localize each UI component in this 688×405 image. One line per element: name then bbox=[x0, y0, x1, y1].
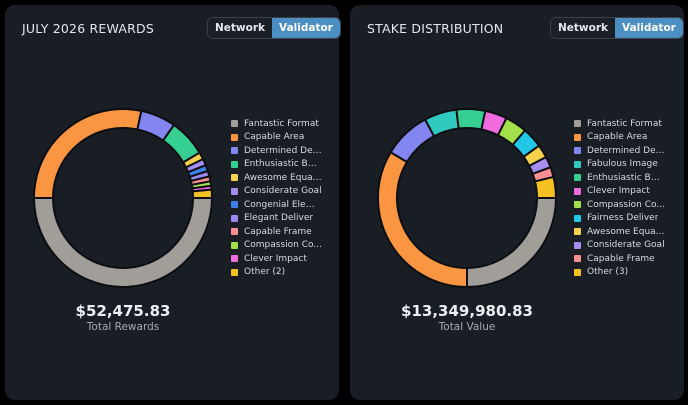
stake-total-label: Total Value bbox=[438, 321, 496, 333]
stake-legend-item-fabulous-image[interactable]: Fabulous Image bbox=[574, 158, 665, 172]
legend-swatch bbox=[574, 187, 581, 195]
stake-legend-item-clever-impact[interactable]: Clever Impact bbox=[574, 185, 665, 199]
legend-label: Other (3) bbox=[587, 267, 629, 278]
legend-swatch bbox=[574, 160, 581, 168]
legend-swatch bbox=[231, 174, 238, 182]
rewards-legend: Fantastic Format Capable Area Determined D… bbox=[231, 117, 322, 279]
legend-label: Considerate Goal bbox=[244, 186, 322, 197]
legend-label: Elegant Deliver bbox=[244, 213, 314, 224]
rewards-total: $52,475.83 Total Rewards bbox=[23, 302, 223, 333]
stake-title: STAKE DISTRIBUTION bbox=[367, 21, 504, 36]
rewards-total-value: $52,475.83 bbox=[75, 302, 171, 320]
stake-slice-capable-area[interactable] bbox=[377, 151, 468, 288]
legend-swatch bbox=[574, 255, 581, 263]
legend-label: Fantastic Format bbox=[587, 118, 662, 129]
legend-label: Determined Des... bbox=[244, 145, 322, 156]
legend-label: Determined Des... bbox=[587, 145, 665, 156]
rewards-legend-item-determined-des[interactable]: Determined Des... bbox=[231, 144, 322, 158]
legend-swatch bbox=[574, 201, 581, 209]
legend-label: Compassion Co... bbox=[587, 199, 665, 210]
legend-label: Considerate Goal bbox=[587, 240, 665, 251]
legend-label: Fabulous Image bbox=[587, 159, 658, 170]
stake-legend-item-determined-des[interactable]: Determined Des... bbox=[574, 144, 665, 158]
legend-label: Congenial Elem... bbox=[244, 199, 322, 210]
rewards-legend-item-other-2[interactable]: Other (2) bbox=[231, 266, 322, 280]
stake-legend-item-other-3[interactable]: Other (3) bbox=[574, 266, 665, 280]
legend-label: Enthusiastic Basis bbox=[587, 172, 665, 183]
rewards-validator-button[interactable]: Validator bbox=[272, 18, 340, 38]
legend-swatch bbox=[231, 133, 238, 141]
legend-swatch bbox=[231, 147, 238, 155]
rewards-legend-item-enthusiastic-basis[interactable]: Enthusiastic Basis bbox=[231, 158, 322, 172]
stake-legend: Fantastic Format Capable Area Determined D… bbox=[574, 117, 665, 279]
rewards-legend-item-awesome-equati[interactable]: Awesome Equati... bbox=[231, 171, 322, 185]
legend-swatch bbox=[574, 268, 581, 276]
legend-swatch bbox=[574, 174, 581, 182]
stake-legend-item-fantastic-format[interactable]: Fantastic Format bbox=[574, 117, 665, 131]
legend-label: Capable Frame bbox=[587, 253, 655, 264]
rewards-legend-item-elegant-deliver[interactable]: Elegant Deliver bbox=[231, 212, 322, 226]
stake-legend-item-enthusiastic-basis[interactable]: Enthusiastic Basis bbox=[574, 171, 665, 185]
stake-slice-other-3[interactable] bbox=[534, 175, 558, 199]
stake-legend-item-fairness-deliver[interactable]: Fairness Deliver bbox=[574, 212, 665, 226]
rewards-slice-fantastic-format[interactable] bbox=[33, 197, 213, 288]
rewards-legend-item-capable-area[interactable]: Capable Area bbox=[231, 131, 322, 145]
stake-card: STAKE DISTRIBUTION Network Validator Fan… bbox=[350, 5, 684, 400]
legend-label: Compassion Co... bbox=[244, 240, 322, 251]
rewards-legend-item-clever-impact[interactable]: Clever Impact bbox=[231, 252, 322, 266]
legend-swatch bbox=[574, 228, 581, 236]
rewards-network-button[interactable]: Network bbox=[208, 18, 273, 38]
legend-swatch bbox=[231, 268, 238, 276]
stake-legend-item-capable-area[interactable]: Capable Area bbox=[574, 131, 665, 145]
rewards-legend-item-fantastic-format[interactable]: Fantastic Format bbox=[231, 117, 322, 131]
legend-label: Awesome Equati... bbox=[244, 172, 322, 183]
legend-swatch bbox=[574, 214, 581, 222]
rewards-slice-other-2[interactable] bbox=[191, 188, 214, 199]
legend-swatch bbox=[231, 160, 238, 168]
stake-legend-item-considerate-goal[interactable]: Considerate Goal bbox=[574, 239, 665, 253]
stake-validator-button[interactable]: Validator bbox=[615, 18, 683, 38]
rewards-slice-capable-area[interactable] bbox=[33, 108, 143, 199]
legend-swatch bbox=[231, 228, 238, 236]
legend-swatch bbox=[231, 214, 238, 222]
legend-swatch bbox=[231, 120, 238, 128]
rewards-legend-item-considerate-goal[interactable]: Considerate Goal bbox=[231, 185, 322, 199]
stake-legend-item-awesome-equati[interactable]: Awesome Equati... bbox=[574, 225, 665, 239]
rewards-donut-chart bbox=[33, 108, 214, 288]
rewards-total-label: Total Rewards bbox=[86, 321, 160, 333]
legend-label: Enthusiastic Basis bbox=[244, 159, 322, 170]
legend-label: Awesome Equati... bbox=[587, 226, 665, 237]
stake-legend-item-compassion-co[interactable]: Compassion Co... bbox=[574, 198, 665, 212]
stake-network-button[interactable]: Network bbox=[551, 18, 616, 38]
legend-swatch bbox=[574, 120, 581, 128]
legend-label: Other (2) bbox=[244, 267, 286, 278]
stake-total: $13,349,980.83 Total Value bbox=[367, 302, 567, 333]
rewards-title: JULY 2026 REWARDS bbox=[22, 21, 154, 36]
rewards-view-toggle: Network Validator bbox=[207, 17, 341, 39]
legend-swatch bbox=[231, 255, 238, 263]
rewards-card: JULY 2026 REWARDS Network Validator Fant… bbox=[5, 5, 341, 400]
legend-label: Capable Area bbox=[587, 132, 648, 143]
stake-slice-fantastic-format[interactable] bbox=[466, 197, 557, 288]
rewards-legend-item-compassion-co[interactable]: Compassion Co... bbox=[231, 239, 322, 253]
legend-swatch bbox=[574, 241, 581, 249]
stake-legend-item-capable-frame[interactable]: Capable Frame bbox=[574, 252, 665, 266]
legend-swatch bbox=[231, 241, 238, 249]
legend-label: Clever Impact bbox=[244, 253, 307, 264]
legend-swatch bbox=[231, 201, 238, 209]
legend-label: Capable Frame bbox=[244, 226, 312, 237]
legend-swatch bbox=[574, 147, 581, 155]
legend-swatch bbox=[231, 187, 238, 195]
legend-label: Clever Impact bbox=[587, 186, 650, 197]
stake-slice-enthusiastic-basis[interactable] bbox=[455, 108, 487, 131]
stake-view-toggle: Network Validator bbox=[550, 17, 684, 39]
stake-total-value: $13,349,980.83 bbox=[401, 302, 533, 320]
rewards-legend-item-congenial-elem[interactable]: Congenial Elem... bbox=[231, 198, 322, 212]
legend-label: Capable Area bbox=[244, 132, 305, 143]
legend-label: Fairness Deliver bbox=[587, 213, 659, 224]
stake-donut-chart bbox=[377, 108, 558, 288]
legend-label: Fantastic Format bbox=[244, 118, 319, 129]
legend-swatch bbox=[574, 133, 581, 141]
rewards-legend-item-capable-frame[interactable]: Capable Frame bbox=[231, 225, 322, 239]
